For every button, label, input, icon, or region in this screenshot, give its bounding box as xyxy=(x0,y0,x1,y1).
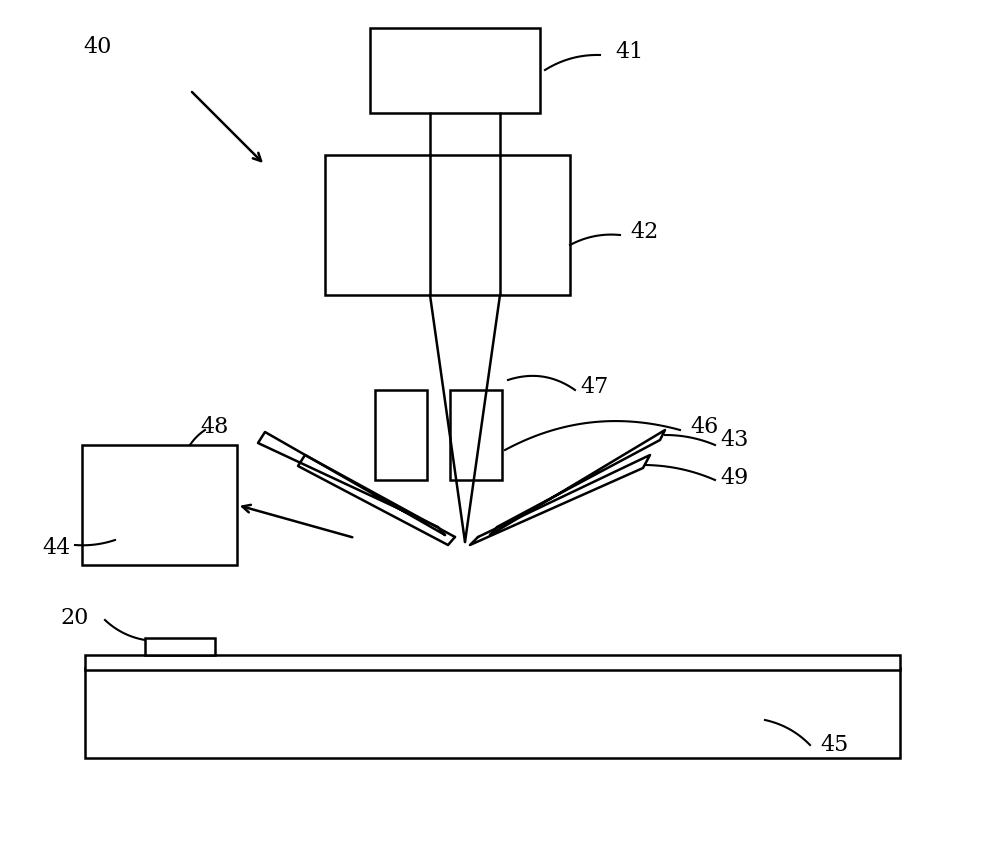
Text: 46: 46 xyxy=(690,416,718,438)
Text: 42: 42 xyxy=(630,221,658,243)
Text: 44: 44 xyxy=(42,537,70,559)
Bar xyxy=(145,638,215,655)
Text: 43: 43 xyxy=(720,429,748,451)
Bar xyxy=(85,668,900,758)
Text: 41: 41 xyxy=(615,41,643,63)
Bar xyxy=(370,28,540,113)
Bar xyxy=(85,655,900,670)
Bar xyxy=(325,155,570,295)
Bar xyxy=(450,390,502,480)
Text: 40: 40 xyxy=(83,36,111,58)
Text: 49: 49 xyxy=(720,467,748,489)
Text: 20: 20 xyxy=(60,607,88,629)
Text: 48: 48 xyxy=(200,416,228,438)
Text: 47: 47 xyxy=(580,376,608,398)
Text: 45: 45 xyxy=(820,734,848,756)
Bar xyxy=(375,390,427,480)
Bar xyxy=(82,445,237,565)
